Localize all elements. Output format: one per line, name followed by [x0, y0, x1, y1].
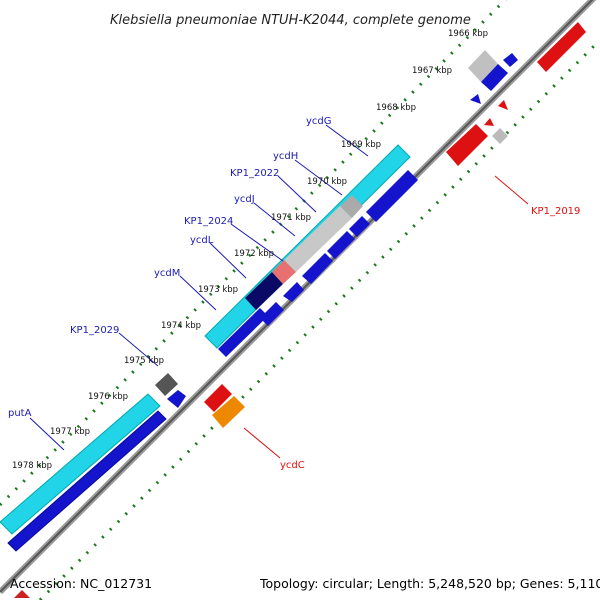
scale-labels: 1966 kbp 1967 kbp 1968 kbp 1969 kbp 1970 kbp…	[12, 29, 488, 471]
gene-label-forward: ycdG	[306, 116, 332, 127]
gene-puta-cds	[7, 410, 167, 552]
gene-label-forward: ycdH	[273, 151, 298, 162]
gene-rev-red-small	[498, 100, 508, 110]
label-connectors	[29, 124, 529, 459]
scale-label: 1975 kbp	[124, 356, 164, 366]
scale-label: 1977 kbp	[50, 427, 90, 437]
scale-label: 1972 kbp	[234, 249, 274, 259]
gene-kp1-2019b-cds	[484, 118, 494, 126]
topology-label: Topology: circular; Length: 5,248,520 bp…	[259, 576, 600, 591]
scale-label: 1969 kbp	[341, 140, 381, 150]
scale-label: 1966 kbp	[448, 29, 488, 39]
gene-ycdm-cds	[218, 308, 268, 357]
gene-label-forward: KP1_2029	[70, 325, 119, 336]
scale-label: 1973 kbp	[198, 285, 238, 295]
gene-kp1-2022-highlight	[284, 206, 352, 272]
gene-ycdg-cds	[366, 170, 418, 222]
gene-ycdc-rev-cds	[204, 384, 232, 412]
gene-ycdh-highlight	[340, 195, 363, 218]
gene-label-reverse: ycdC	[280, 460, 305, 471]
gene-ycdk-cds	[302, 253, 333, 284]
scale-label: 1968 kbp	[376, 103, 416, 113]
scale-label: 1967 kbp	[412, 66, 452, 76]
gene-kp1-2029-block	[155, 373, 178, 396]
gene-kp1-2022-cds	[349, 216, 370, 237]
map-title: Klebsiella pneumoniae NTUH-K2044, comple…	[110, 13, 471, 28]
scale-label: 1971 kbp	[271, 213, 311, 223]
gene-label-reverse: KP1_2019	[531, 206, 580, 217]
gene-kp1-2029-cds	[167, 390, 186, 408]
scale-label: 1970 kbp	[307, 177, 347, 187]
gene-upper-red-rev	[537, 22, 586, 72]
scale-track-outer	[0, 0, 508, 507]
gene-upper-blue3	[470, 94, 481, 104]
scale-label: 1978 kbp	[12, 461, 52, 471]
gene-rev-grey-small	[492, 128, 508, 144]
scale-label: 1974 kbp	[161, 321, 201, 331]
gene-label-forward: KP1_2024	[184, 216, 233, 227]
gene-ycdm-highlight	[245, 272, 283, 310]
scale-label: 1976 kbp	[88, 392, 128, 402]
gene-kp1-2019-cds	[446, 124, 488, 166]
gene-label-forward: ycdL	[190, 235, 214, 246]
gene-label-forward: ycdJ	[234, 194, 255, 205]
gene-ycdc-cds	[212, 396, 245, 428]
forward-features	[0, 50, 518, 552]
gene-bottom-left	[14, 590, 30, 598]
gene-ycdm2-cds	[260, 302, 284, 326]
gene-upper-grey	[468, 50, 498, 82]
gene-puta-highlight	[0, 393, 161, 535]
reverse-features	[14, 22, 586, 598]
gene-ycdj-cds	[327, 231, 355, 259]
gene-upper-blue2	[503, 53, 518, 67]
accession-label: Accession: NC_012731	[10, 576, 152, 591]
gene-label-forward: KP1_2022	[230, 168, 279, 179]
gene-upper-blue1	[481, 64, 508, 91]
gene-label-forward: putA	[8, 408, 32, 419]
gene-label-forward: ycdM	[154, 268, 180, 279]
gene-ycdl-cds	[283, 282, 304, 302]
